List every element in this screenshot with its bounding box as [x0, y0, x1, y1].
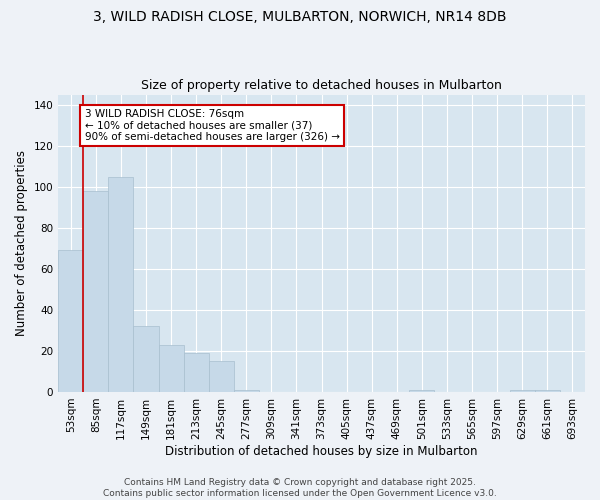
- Bar: [109, 176, 133, 392]
- Text: 3, WILD RADISH CLOSE, MULBARTON, NORWICH, NR14 8DB: 3, WILD RADISH CLOSE, MULBARTON, NORWICH…: [93, 10, 507, 24]
- Y-axis label: Number of detached properties: Number of detached properties: [15, 150, 28, 336]
- Title: Size of property relative to detached houses in Mulbarton: Size of property relative to detached ho…: [141, 79, 502, 92]
- Bar: [234, 390, 259, 392]
- Bar: [133, 326, 158, 392]
- Bar: [83, 191, 109, 392]
- Bar: [510, 390, 535, 392]
- Bar: [158, 345, 184, 392]
- Bar: [58, 250, 83, 392]
- X-axis label: Distribution of detached houses by size in Mulbarton: Distribution of detached houses by size …: [166, 444, 478, 458]
- Bar: [409, 390, 434, 392]
- Bar: [209, 361, 234, 392]
- Text: 3 WILD RADISH CLOSE: 76sqm
← 10% of detached houses are smaller (37)
90% of semi: 3 WILD RADISH CLOSE: 76sqm ← 10% of deta…: [85, 109, 340, 142]
- Bar: [535, 390, 560, 392]
- Bar: [184, 353, 209, 392]
- Text: Contains HM Land Registry data © Crown copyright and database right 2025.
Contai: Contains HM Land Registry data © Crown c…: [103, 478, 497, 498]
